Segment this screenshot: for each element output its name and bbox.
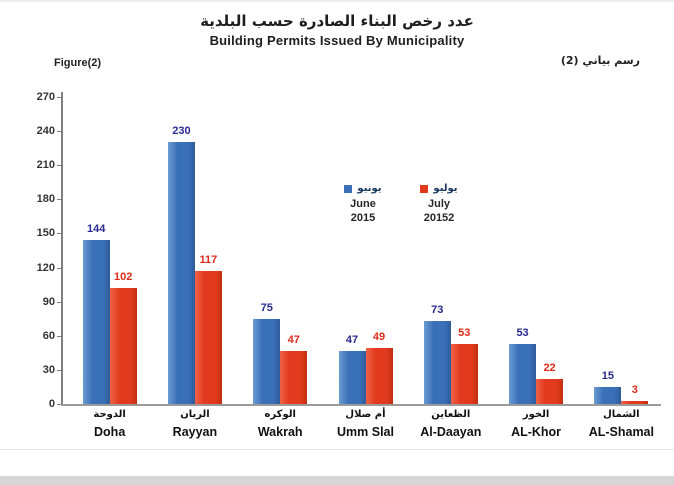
figure-number-label-arabic: رسم بياني (2) <box>560 54 640 67</box>
category-label-ar-al-khor: الخور <box>522 409 550 420</box>
category-label-en-doha: Doha <box>94 425 126 439</box>
chart-title-arabic: عدد رخص البناء الصادرة حسب البلدية <box>200 12 474 30</box>
y-axis-label: 150 <box>36 227 55 240</box>
value-label-july-al-shamal: 3 <box>631 383 638 396</box>
legend-label-june-english: June <box>350 198 376 210</box>
value-label-july-doha: 102 <box>113 271 133 284</box>
value-label-june-al-shamal: 15 <box>601 369 614 382</box>
legend-swatch-july-icon <box>420 185 429 193</box>
y-axis-label: 60 <box>42 329 55 342</box>
category-label-ar-wakrah: الوكره <box>264 409 296 420</box>
value-label-july-rayyan: 117 <box>199 253 218 266</box>
y-axis-tick <box>57 165 61 167</box>
y-axis-tick <box>57 404 61 405</box>
bar-july-al-shamal <box>621 400 649 404</box>
category-label-ar-al-shamal: الشمال <box>603 409 640 420</box>
y-axis-line <box>61 92 63 406</box>
value-label-june-wakrah: 75 <box>260 301 273 314</box>
bar-june-doha <box>82 240 110 404</box>
y-axis-label: 240 <box>36 125 55 138</box>
value-label-july-al-daayan: 53 <box>458 326 471 339</box>
page-bottom-band <box>0 476 674 485</box>
chart-title-english: Building Permits Issued By Municipality <box>209 33 465 48</box>
category-label-en-al-daayan: Al-Daayan <box>420 425 482 439</box>
bar-june-rayyan <box>167 142 195 404</box>
y-axis-tick <box>57 199 61 201</box>
value-label-july-wakrah: 47 <box>287 333 300 346</box>
legend-label-june-year: 2015 <box>350 212 376 224</box>
category-label-ar-doha: الدوحة <box>93 409 126 420</box>
bar-july-al-khor <box>536 378 564 404</box>
bar-june-wakrah <box>253 318 281 404</box>
y-axis-label: 90 <box>42 295 55 308</box>
bar-july-doha <box>109 288 137 404</box>
value-label-june-al-daayan: 73 <box>431 303 444 316</box>
x-axis-line <box>61 404 661 406</box>
legend-swatch-june-icon <box>344 185 353 193</box>
y-axis-tick <box>57 233 61 235</box>
y-axis-tick <box>57 267 61 269</box>
value-label-june-doha: 144 <box>86 223 106 236</box>
category-label-en-umm-slal: Umm Slal <box>337 425 394 439</box>
bar-june-umm-slal <box>338 350 366 404</box>
y-axis-label: 180 <box>36 193 55 206</box>
legend-item-june: يونيو June 2015 <box>333 183 393 224</box>
y-axis-label: 270 <box>36 91 55 103</box>
category-label-en-wakrah: Wakrah <box>257 425 303 439</box>
legend-item-july: يوليو July 20152 <box>409 183 469 224</box>
category-label-en-al-shamal: AL-Shamal <box>588 425 654 439</box>
y-axis-tick <box>57 335 61 337</box>
chart-legend: يونيو June 2015 يوليو July 20152 <box>333 183 469 224</box>
bar-june-al-shamal <box>594 386 622 404</box>
legend-label-july-year: 20152 <box>423 212 455 224</box>
figure-number-label: Figure(2) <box>54 57 102 69</box>
y-axis-tick <box>57 301 61 303</box>
value-label-june-umm-slal: 47 <box>345 333 359 346</box>
value-label-july-umm-slal: 49 <box>372 331 386 344</box>
y-axis-label: 30 <box>42 363 55 376</box>
top-edge-divider <box>0 0 674 2</box>
chart-bottom-divider <box>0 449 674 450</box>
category-label-en-rayyan: Rayyan <box>172 425 218 439</box>
bar-july-al-daayan <box>450 343 478 404</box>
bar-july-wakrah <box>280 350 308 404</box>
value-label-june-rayyan: 230 <box>172 125 191 138</box>
category-label-en-al-khor: AL-Khor <box>511 425 562 439</box>
bar-june-al-khor <box>509 343 537 404</box>
category-label-ar-umm-slal: أم صلال <box>345 409 386 420</box>
bar-july-rayyan <box>194 270 222 404</box>
legend-label-july-arabic: يوليو <box>433 183 458 194</box>
legend-label-june-arabic: يونيو <box>357 183 382 194</box>
category-label-ar-al-daayan: الظعاين <box>431 409 471 420</box>
value-label-june-al-khor: 53 <box>516 326 529 339</box>
y-axis-tick <box>57 131 61 133</box>
legend-label-july-english: July <box>427 198 450 210</box>
y-axis-label: 120 <box>36 261 55 274</box>
category-label-ar-rayyan: الريان <box>180 409 210 420</box>
bar-june-al-daayan <box>423 320 451 404</box>
value-label-july-al-khor: 22 <box>543 361 556 374</box>
y-axis-tick <box>57 97 61 98</box>
y-axis-label: 0 <box>48 398 55 410</box>
bar-july-umm-slal <box>365 348 393 404</box>
y-axis-label: 210 <box>36 159 55 172</box>
y-axis-tick <box>57 369 61 371</box>
